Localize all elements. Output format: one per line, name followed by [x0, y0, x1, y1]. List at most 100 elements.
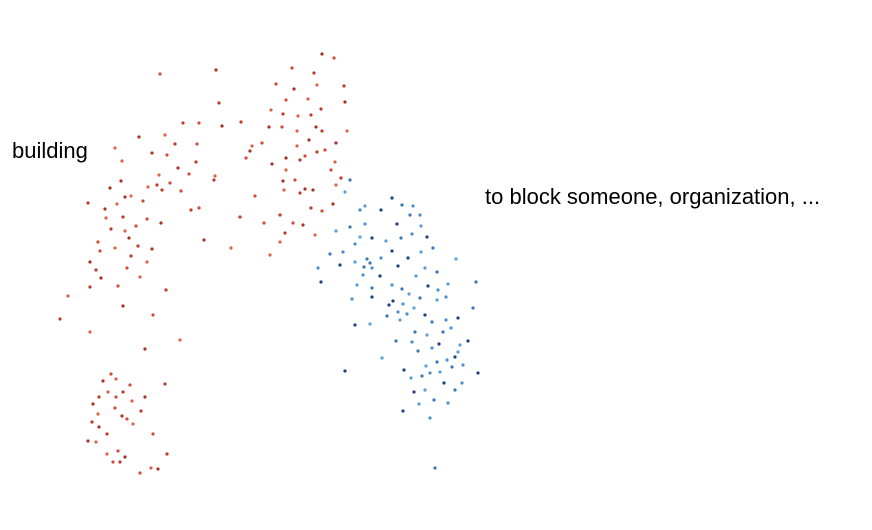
point-0-119	[320, 129, 323, 132]
point-0-148	[329, 168, 332, 171]
point-0-145	[331, 202, 334, 205]
point-0-120	[280, 125, 283, 128]
point-0-94	[213, 174, 216, 177]
point-1-42	[423, 313, 426, 316]
point-1-17	[461, 363, 464, 366]
cluster-label-building: building	[12, 138, 88, 163]
point-0-43	[94, 268, 97, 271]
point-1-53	[436, 288, 439, 291]
point-0-72	[168, 181, 171, 184]
point-0-153	[270, 162, 273, 165]
point-1-56	[370, 286, 373, 289]
point-1-18	[476, 371, 479, 374]
point-0-24	[114, 395, 117, 398]
point-1-59	[446, 282, 449, 285]
point-0-116	[323, 148, 326, 151]
point-0-90	[178, 338, 181, 341]
point-0-64	[141, 199, 144, 202]
point-0-91	[189, 208, 192, 211]
point-0-118	[295, 129, 298, 132]
point-1-37	[444, 318, 447, 321]
point-1-73	[379, 256, 382, 259]
point-1-38	[456, 316, 459, 319]
point-0-1	[156, 467, 159, 470]
point-0-88	[197, 121, 200, 124]
point-0-127	[312, 71, 315, 74]
point-0-39	[88, 285, 91, 288]
point-1-26	[437, 342, 440, 345]
point-0-141	[303, 187, 306, 190]
point-1-92	[408, 213, 411, 216]
point-0-30	[114, 377, 117, 380]
point-0-33	[143, 347, 146, 350]
point-0-101	[248, 149, 251, 152]
point-0-2	[149, 466, 152, 469]
point-1-29	[410, 340, 413, 343]
point-1-105	[444, 295, 447, 298]
point-1-75	[454, 257, 457, 260]
point-0-49	[150, 247, 153, 250]
point-0-100	[244, 156, 247, 159]
point-0-9	[86, 439, 89, 442]
point-1-8	[453, 388, 456, 391]
point-0-61	[103, 207, 106, 210]
point-1-43	[412, 306, 415, 309]
point-1-69	[316, 266, 319, 269]
point-1-89	[363, 222, 366, 225]
point-1-79	[419, 250, 422, 253]
point-0-66	[129, 194, 132, 197]
point-0-149	[311, 188, 314, 191]
point-0-134	[278, 240, 281, 243]
point-0-60	[145, 217, 148, 220]
point-0-147	[339, 176, 342, 179]
point-1-41	[405, 312, 408, 315]
series-0	[58, 52, 348, 474]
point-0-136	[291, 221, 294, 224]
point-0-135	[278, 213, 281, 216]
point-1-51	[407, 292, 410, 295]
point-0-25	[143, 395, 146, 398]
point-1-24	[416, 349, 419, 352]
point-1-65	[370, 266, 373, 269]
point-1-25	[430, 346, 433, 349]
point-1-31	[425, 333, 428, 336]
point-1-30	[466, 339, 469, 342]
point-0-125	[292, 87, 295, 90]
point-0-133	[320, 52, 323, 55]
point-1-99	[343, 190, 346, 193]
point-1-78	[390, 249, 393, 252]
point-0-81	[150, 151, 153, 154]
point-0-79	[194, 160, 197, 163]
point-1-108	[368, 261, 371, 264]
point-1-12	[420, 374, 423, 377]
point-0-27	[121, 390, 124, 393]
point-1-39	[398, 318, 401, 321]
point-0-122	[296, 114, 299, 117]
point-1-87	[334, 229, 337, 232]
point-0-113	[284, 156, 287, 159]
point-0-132	[332, 56, 335, 59]
point-0-121	[314, 125, 317, 128]
point-1-76	[328, 252, 331, 255]
point-0-50	[113, 246, 116, 249]
point-0-92	[197, 206, 200, 209]
point-1-27	[458, 343, 461, 346]
point-0-130	[345, 129, 348, 132]
point-1-21	[445, 358, 448, 361]
point-1-11	[409, 376, 412, 379]
point-0-97	[214, 68, 217, 71]
point-1-84	[399, 236, 402, 239]
point-0-96	[158, 72, 161, 75]
point-0-143	[298, 191, 301, 194]
point-1-64	[362, 265, 365, 268]
point-0-7	[165, 452, 168, 455]
point-0-59	[121, 215, 124, 218]
point-0-54	[123, 229, 126, 232]
point-1-66	[396, 264, 399, 267]
point-1-103	[456, 350, 459, 353]
point-1-22	[453, 355, 456, 358]
point-0-107	[281, 112, 284, 115]
point-0-40	[116, 284, 119, 287]
point-1-49	[350, 297, 353, 300]
